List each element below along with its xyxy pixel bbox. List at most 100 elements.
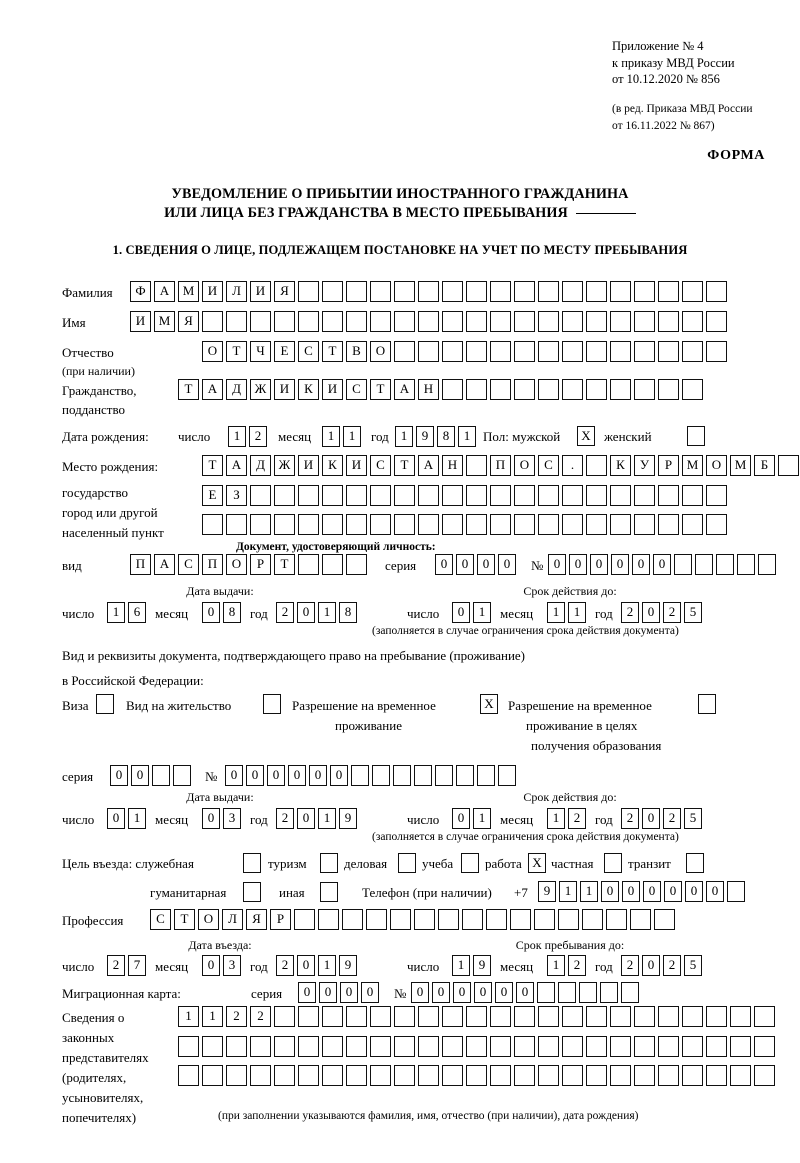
char-cell[interactable] bbox=[682, 485, 703, 506]
sex-male-checkbox[interactable]: X bbox=[577, 426, 595, 446]
char-cell[interactable]: 2 bbox=[621, 955, 639, 976]
char-cell[interactable]: К bbox=[298, 379, 319, 400]
char-cell[interactable] bbox=[562, 341, 583, 362]
char-cell[interactable] bbox=[579, 982, 597, 1003]
char-cell[interactable]: Я bbox=[274, 281, 295, 302]
char-cell[interactable]: М bbox=[154, 311, 175, 332]
char-cell[interactable] bbox=[658, 379, 679, 400]
char-cell[interactable] bbox=[442, 485, 463, 506]
char-cell[interactable]: Т bbox=[370, 379, 391, 400]
char-cell[interactable] bbox=[173, 765, 191, 786]
char-cell[interactable]: 0 bbox=[319, 982, 337, 1003]
char-cell[interactable]: 0 bbox=[297, 955, 315, 976]
char-cell[interactable]: И bbox=[250, 281, 271, 302]
char-cell[interactable]: 0 bbox=[456, 554, 474, 575]
char-cell[interactable]: Ф bbox=[130, 281, 151, 302]
char-cell[interactable] bbox=[466, 281, 487, 302]
char-cell[interactable] bbox=[466, 485, 487, 506]
char-cell[interactable] bbox=[586, 341, 607, 362]
char-cell[interactable] bbox=[562, 1036, 583, 1057]
char-cell[interactable] bbox=[682, 311, 703, 332]
char-cell[interactable] bbox=[758, 554, 776, 575]
char-cell[interactable] bbox=[322, 514, 343, 535]
char-cell[interactable] bbox=[394, 1006, 415, 1027]
char-cell[interactable]: 1 bbox=[318, 808, 336, 829]
char-cell[interactable] bbox=[318, 909, 339, 930]
purpose-business-checkbox[interactable] bbox=[398, 853, 416, 873]
char-cell[interactable] bbox=[538, 1006, 559, 1027]
char-cell[interactable] bbox=[394, 1065, 415, 1086]
char-cell[interactable] bbox=[754, 1065, 775, 1086]
char-cell[interactable]: А bbox=[154, 554, 175, 575]
char-cell[interactable]: Л bbox=[226, 281, 247, 302]
char-cell[interactable] bbox=[730, 1065, 751, 1086]
char-cell[interactable] bbox=[152, 765, 170, 786]
char-cell[interactable]: 0 bbox=[474, 982, 492, 1003]
char-cell[interactable]: О bbox=[202, 341, 223, 362]
char-cell[interactable]: Ж bbox=[250, 379, 271, 400]
char-cell[interactable] bbox=[706, 1036, 727, 1057]
char-cell[interactable]: 0 bbox=[361, 982, 379, 1003]
char-cell[interactable] bbox=[706, 485, 727, 506]
char-cell[interactable]: 2 bbox=[226, 1006, 247, 1027]
char-cell[interactable] bbox=[466, 1065, 487, 1086]
char-cell[interactable] bbox=[610, 341, 631, 362]
char-cell[interactable] bbox=[414, 765, 432, 786]
char-cell[interactable] bbox=[586, 485, 607, 506]
char-cell[interactable]: П bbox=[202, 554, 223, 575]
char-cell[interactable] bbox=[514, 1065, 535, 1086]
char-cell[interactable] bbox=[562, 311, 583, 332]
char-cell[interactable] bbox=[610, 281, 631, 302]
char-cell[interactable]: 0 bbox=[298, 982, 316, 1003]
char-cell[interactable] bbox=[372, 765, 390, 786]
purpose-work-checkbox[interactable]: X bbox=[528, 853, 546, 873]
char-cell[interactable]: 0 bbox=[267, 765, 285, 786]
char-cell[interactable]: 2 bbox=[568, 808, 586, 829]
char-cell[interactable]: А bbox=[418, 455, 439, 476]
char-cell[interactable] bbox=[351, 765, 369, 786]
char-cell[interactable]: 1 bbox=[107, 602, 125, 623]
char-cell[interactable]: 1 bbox=[228, 426, 246, 447]
char-cell[interactable] bbox=[435, 765, 453, 786]
char-cell[interactable]: С bbox=[150, 909, 171, 930]
char-cell[interactable] bbox=[610, 485, 631, 506]
char-cell[interactable]: 0 bbox=[498, 554, 516, 575]
char-cell[interactable]: 0 bbox=[643, 881, 661, 902]
char-cell[interactable] bbox=[538, 379, 559, 400]
char-cell[interactable] bbox=[462, 909, 483, 930]
char-cell[interactable] bbox=[250, 514, 271, 535]
char-cell[interactable]: А bbox=[154, 281, 175, 302]
char-cell[interactable] bbox=[438, 909, 459, 930]
char-cell[interactable]: 0 bbox=[288, 765, 306, 786]
char-cell[interactable] bbox=[370, 1036, 391, 1057]
char-cell[interactable]: 2 bbox=[621, 808, 639, 829]
temp-residence-checkbox[interactable]: X bbox=[480, 694, 498, 714]
char-cell[interactable]: Т bbox=[202, 455, 223, 476]
char-cell[interactable] bbox=[654, 909, 675, 930]
char-cell[interactable] bbox=[558, 982, 576, 1003]
char-cell[interactable] bbox=[490, 485, 511, 506]
char-cell[interactable]: Ж bbox=[274, 455, 295, 476]
char-cell[interactable] bbox=[322, 485, 343, 506]
char-cell[interactable]: 0 bbox=[432, 982, 450, 1003]
char-cell[interactable] bbox=[610, 514, 631, 535]
temp-edu-checkbox[interactable] bbox=[698, 694, 716, 714]
char-cell[interactable]: 2 bbox=[276, 602, 294, 623]
char-cell[interactable]: 1 bbox=[452, 955, 470, 976]
char-cell[interactable]: А bbox=[226, 455, 247, 476]
purpose-study-checkbox[interactable] bbox=[461, 853, 479, 873]
char-cell[interactable]: 0 bbox=[516, 982, 534, 1003]
char-cell[interactable] bbox=[250, 1065, 271, 1086]
char-cell[interactable] bbox=[394, 485, 415, 506]
char-cell[interactable]: 0 bbox=[495, 982, 513, 1003]
